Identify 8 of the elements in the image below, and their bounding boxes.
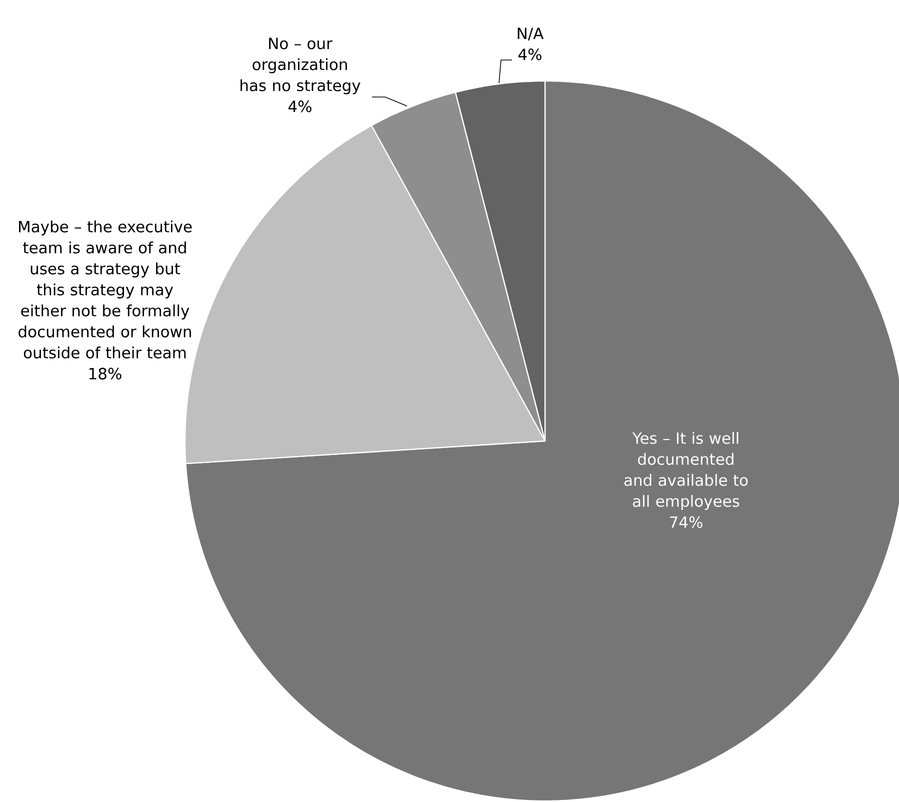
slice-label: No – our organization has no strategy	[240, 38, 360, 94]
slice-label: N/A	[518, 28, 544, 40]
slice-label: Yes – It is well documented and available to all employees	[624, 432, 748, 510]
data-label: 74%	[670, 516, 702, 528]
data-label: 18%	[89, 368, 122, 380]
data-label: 4%	[288, 100, 312, 112]
slice-label: Maybe – the executive team is aware of and uses a strategy but this strategy may either not be formally documented or known outside of their team	[18, 220, 192, 358]
data-label: 4%	[518, 48, 542, 60]
